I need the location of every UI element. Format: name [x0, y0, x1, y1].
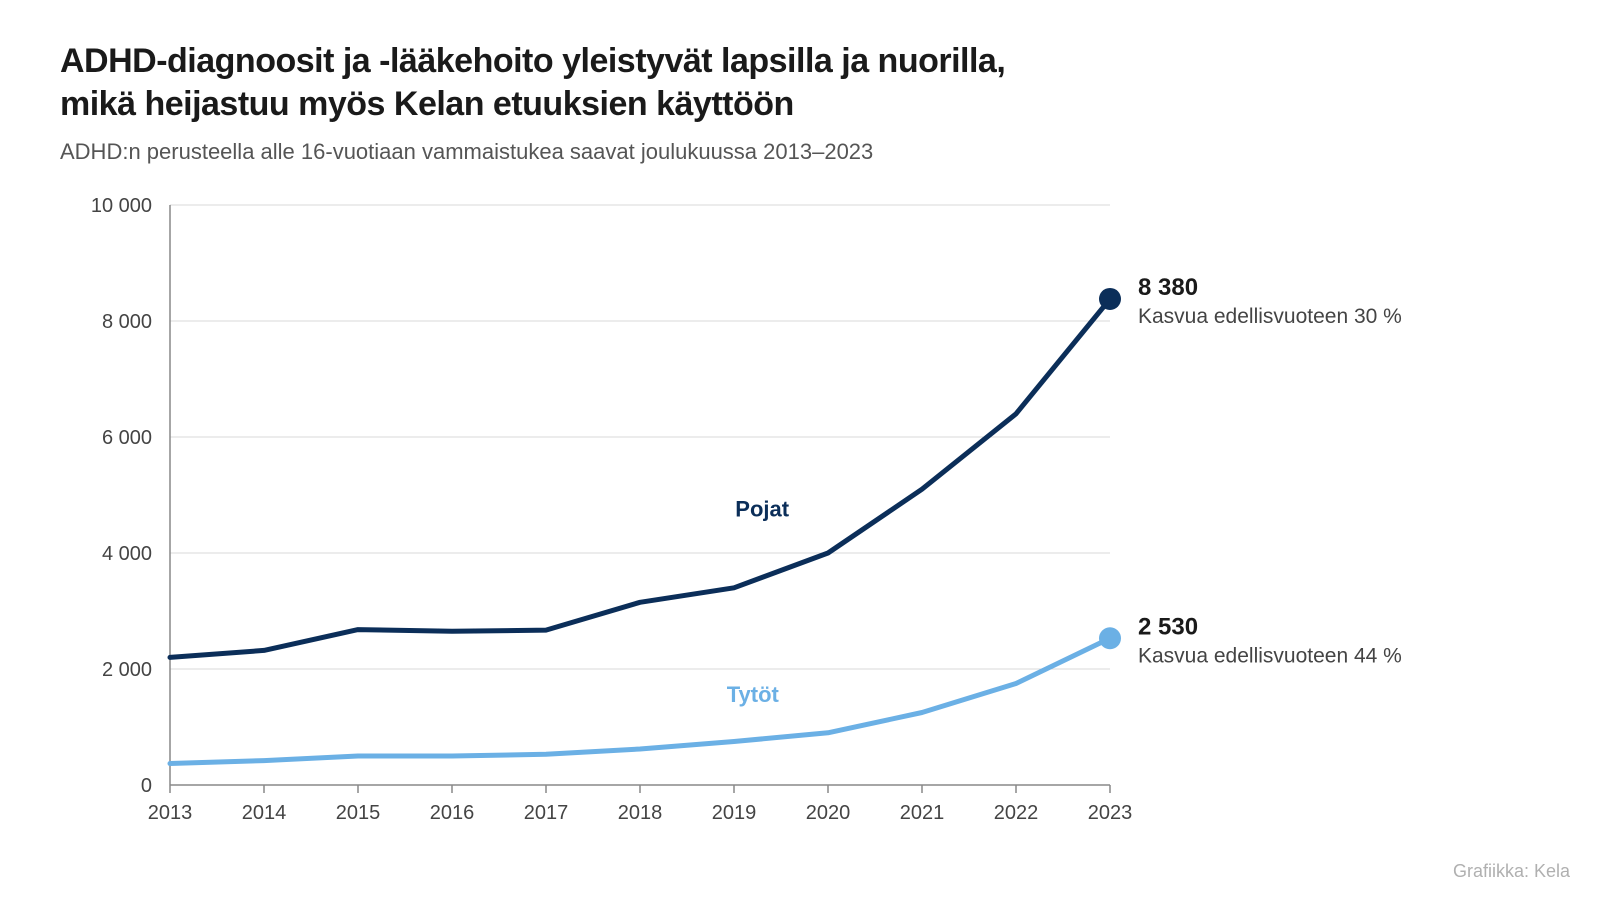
chart-container: ADHD-diagnoosit ja -lääkehoito yleistyvä…: [0, 0, 1600, 900]
chart-title: ADHD-diagnoosit ja -lääkehoito yleistyvä…: [60, 40, 1540, 125]
y-tick-label: 0: [141, 775, 152, 797]
chart-subtitle: ADHD:n perusteella alle 16-vuotiaan vamm…: [60, 139, 1540, 165]
y-tick-label: 6 000: [102, 427, 152, 449]
x-tick-label: 2021: [900, 802, 945, 824]
x-tick-label: 2016: [430, 802, 475, 824]
end-sub-pojat: Kasvua edellisvuoteen 30 %: [1138, 305, 1402, 328]
x-tick-label: 2013: [148, 802, 193, 824]
title-line-1: ADHD-diagnoosit ja -lääkehoito yleistyvä…: [60, 42, 1005, 80]
end-sub-tytot: Kasvua edellisvuoteen 44 %: [1138, 644, 1402, 667]
end-marker-tytot: [1099, 627, 1121, 649]
title-line-2: mikä heijastuu myös Kelan etuuksien käyt…: [60, 85, 794, 123]
series-line-pojat: [170, 299, 1110, 657]
x-tick-label: 2014: [242, 802, 287, 824]
line-chart-svg: 0 2 000 4 000 6 000 8 000 10 000 2013 2014 2015 2…: [60, 195, 1540, 875]
x-tick-label: 2017: [524, 802, 569, 824]
x-tick-label: 2015: [336, 802, 381, 824]
x-tick-label: 2022: [994, 802, 1039, 824]
y-tick-label: 8 000: [102, 311, 152, 333]
y-tick-label: 10 000: [91, 195, 152, 217]
series-line-tytot: [170, 638, 1110, 763]
end-value-tytot: 2 530: [1138, 613, 1198, 640]
y-tick-label: 4 000: [102, 543, 152, 565]
x-tick-label: 2023: [1088, 802, 1133, 824]
x-tick-label: 2019: [712, 802, 757, 824]
x-tick-label: 2018: [618, 802, 663, 824]
series-label-pojat: Pojat: [735, 496, 789, 521]
y-tick-label: 2 000: [102, 659, 152, 681]
series-label-tytot: Tytöt: [727, 682, 780, 707]
chart-plot-area: 0 2 000 4 000 6 000 8 000 10 000 2013 2014 2015 2…: [60, 195, 1540, 875]
chart-credit: Grafiikka: Kela: [1453, 861, 1570, 882]
end-value-pojat: 8 380: [1138, 274, 1198, 301]
end-marker-pojat: [1099, 288, 1121, 310]
x-tick-label: 2020: [806, 802, 851, 824]
